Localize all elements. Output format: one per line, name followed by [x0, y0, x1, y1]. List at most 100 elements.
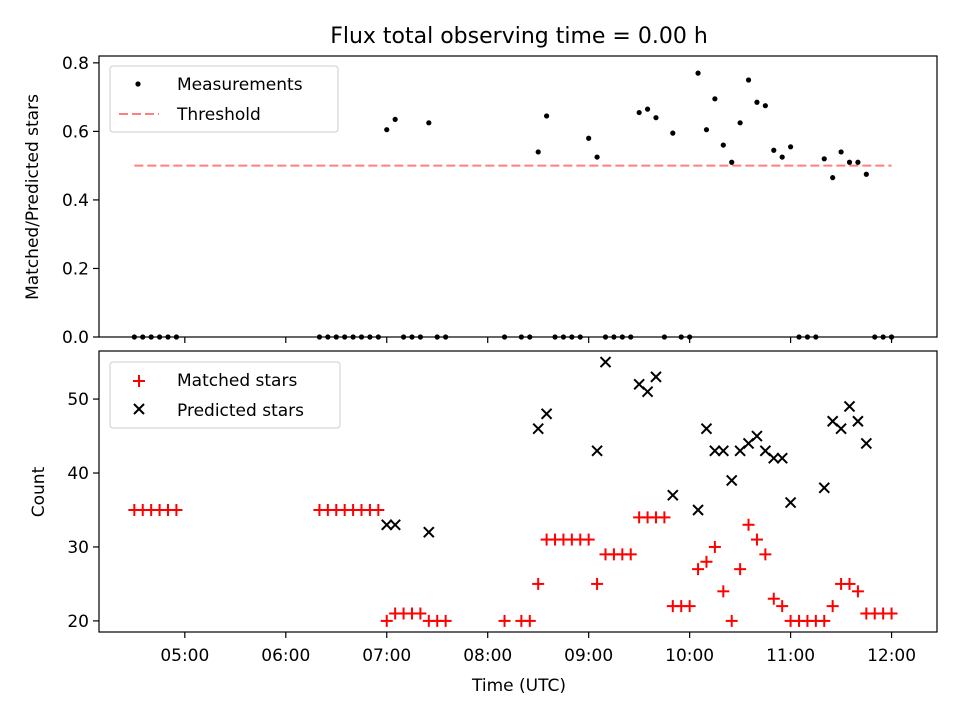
measurement-point	[771, 147, 777, 153]
x-tick-label: 08:00	[463, 646, 512, 666]
matched-point	[591, 577, 604, 590]
matched-point	[692, 563, 705, 576]
matched-point	[523, 614, 536, 627]
measurement-point	[687, 334, 693, 340]
predicted-point-b	[423, 526, 435, 538]
matched-point	[818, 614, 831, 627]
bottom-y-axis-label: Count	[29, 466, 49, 517]
matched-point	[700, 555, 713, 568]
measurement-point	[636, 109, 642, 116]
x-tick-label: 12:00	[867, 646, 916, 666]
measurement-point	[703, 127, 710, 133]
measurement-point	[804, 334, 811, 340]
y-tick-label: 0.2	[62, 259, 89, 279]
y-tick-label: 0.8	[62, 54, 89, 74]
predicted-point	[776, 452, 788, 464]
predicted-point	[692, 504, 704, 516]
legend-threshold-label: Threshold	[176, 105, 261, 125]
predicted-point	[381, 519, 393, 531]
measurement-point	[855, 159, 861, 165]
measurement-point	[535, 149, 541, 155]
matched-points	[128, 503, 898, 627]
measurement-point	[737, 120, 743, 126]
y-tick-label: 30	[67, 538, 89, 558]
bottom-panel: 20 30 40 50 05:00 06:00 07:00 08:00 09:00 10:00 1…	[29, 350, 938, 696]
measurement-point	[501, 334, 508, 340]
matched-point	[717, 585, 730, 598]
measurement-point	[367, 334, 373, 340]
measurement-point	[653, 115, 659, 121]
top-legend: Measurements Threshold	[109, 65, 339, 133]
predicted-point-b	[641, 385, 654, 398]
measurement-point	[695, 70, 701, 76]
x-tick-label: 11:00	[766, 646, 815, 666]
legend-matched-marker	[133, 375, 145, 387]
measurement-point	[712, 96, 718, 102]
predicted-point-b	[599, 356, 612, 368]
measurement-point	[375, 334, 381, 340]
matched-point	[372, 503, 385, 516]
measurement-point	[342, 334, 348, 340]
matched-point	[843, 577, 856, 590]
predicted-point	[717, 445, 730, 457]
predicted-point-b	[768, 452, 780, 464]
top-x-ticks	[184, 337, 893, 343]
predicted-point-b	[826, 415, 839, 427]
predicted-point	[389, 519, 401, 531]
predicted-point-b	[852, 415, 864, 427]
matched-point	[885, 607, 898, 620]
measurement-point	[754, 99, 760, 105]
measurement-point	[729, 159, 735, 165]
measurement-point	[762, 103, 768, 109]
y-tick-label: 50	[67, 390, 89, 410]
measurement-point	[140, 334, 146, 340]
x-tick-label: 09:00	[564, 646, 613, 666]
measurement-point	[821, 156, 827, 162]
top-y-ticks: 0.0 0.2 0.4 0.6 0.8	[62, 54, 99, 348]
measurement-point	[409, 334, 415, 340]
x-axis-label: Time (UTC)	[471, 676, 566, 696]
predicted-point	[591, 445, 603, 457]
y-tick-label: 0.6	[62, 122, 89, 142]
measurement-point	[358, 334, 365, 340]
matched-point	[759, 548, 772, 561]
y-tick-label: 0.0	[62, 328, 89, 348]
x-tick-label: 10:00	[665, 646, 714, 666]
predicted-point	[852, 415, 864, 427]
matched-point	[708, 540, 721, 553]
predicted-point-b	[389, 519, 401, 531]
measurement-point	[602, 334, 609, 340]
measurement-point	[594, 154, 600, 160]
measurement-point	[333, 334, 339, 340]
matched-point	[851, 585, 864, 598]
matched-point	[380, 614, 393, 627]
measurement-point	[417, 334, 424, 340]
measurement-point	[788, 144, 794, 150]
measurement-point	[813, 334, 819, 340]
predicted-point	[709, 445, 721, 457]
predicted-point-b	[591, 445, 603, 457]
matched-point	[439, 614, 452, 627]
measurement-point	[678, 334, 684, 340]
matched-point	[624, 548, 637, 561]
measurement-point	[628, 334, 634, 340]
matched-point	[683, 600, 696, 613]
x-tick-label: 05:00	[160, 646, 209, 666]
measurement-point	[560, 334, 567, 340]
x-tick-label: 07:00	[362, 646, 411, 666]
measurement-point	[586, 135, 592, 141]
measurement-point	[173, 334, 180, 340]
legend-predicted-label: Predicted stars	[177, 401, 304, 421]
measurement-point	[745, 77, 752, 83]
measurement-point	[156, 334, 163, 340]
predicted-point-b	[633, 378, 645, 390]
matched-point	[767, 592, 780, 605]
measurement-point	[888, 334, 895, 340]
predicted-point-b	[776, 452, 788, 464]
predicted-point	[835, 422, 847, 435]
matched-point	[776, 600, 789, 613]
measurement-point	[720, 142, 726, 148]
predicted-point-b	[667, 489, 679, 501]
measurement-point	[527, 334, 533, 340]
